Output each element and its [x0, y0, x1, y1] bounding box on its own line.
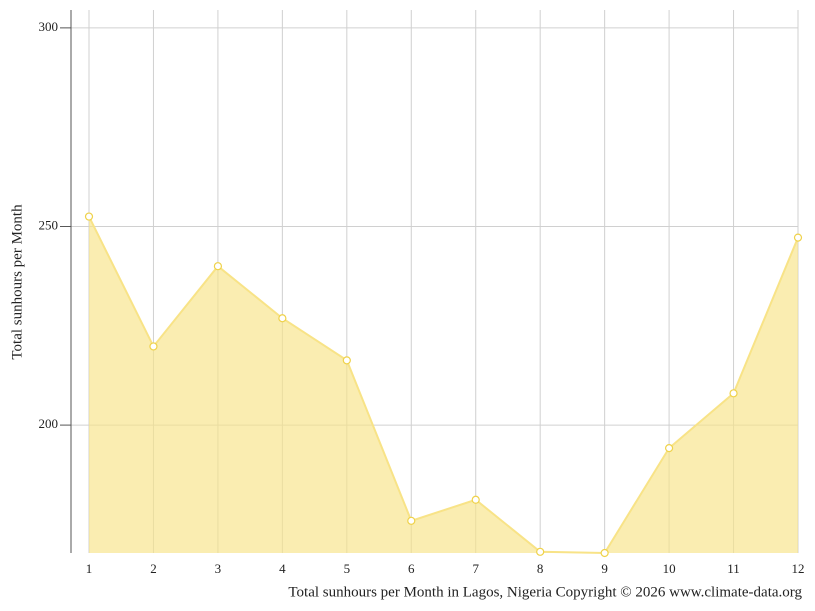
caption: Total sunhours per Month in Lagos, Niger… [288, 584, 802, 600]
x-tick-label: 5 [344, 561, 351, 576]
point [213, 262, 223, 271]
x-tick-label: 9 [601, 561, 608, 576]
x-tick-label: 2 [150, 561, 157, 576]
point [278, 314, 287, 323]
x-tick-label: 10 [663, 561, 676, 576]
y-tick-label: 300 [39, 19, 59, 34]
point [664, 444, 674, 453]
point [536, 547, 545, 556]
point [149, 342, 158, 351]
x-tick-label: 4 [279, 561, 286, 576]
x-tick-label: 6 [408, 561, 415, 576]
line [88, 216, 799, 555]
point [600, 548, 609, 558]
y-tick-label: 250 [39, 217, 59, 232]
x-tick-label: 3 [215, 561, 222, 576]
x-tick-label: 7 [472, 561, 479, 576]
point [84, 212, 94, 221]
point [407, 516, 416, 525]
point [793, 233, 803, 242]
y-tick-label: 200 [39, 416, 59, 431]
point [342, 356, 351, 365]
point [471, 495, 480, 504]
x-tick-label: 11 [727, 561, 740, 576]
y-axis-label: Total sunhours per Month [9, 204, 25, 360]
x-tick-label: 1 [86, 561, 93, 576]
area [89, 216, 798, 553]
x-tick-label: 12 [792, 561, 805, 576]
x-tick-label: 8 [537, 561, 544, 576]
point [729, 389, 738, 398]
